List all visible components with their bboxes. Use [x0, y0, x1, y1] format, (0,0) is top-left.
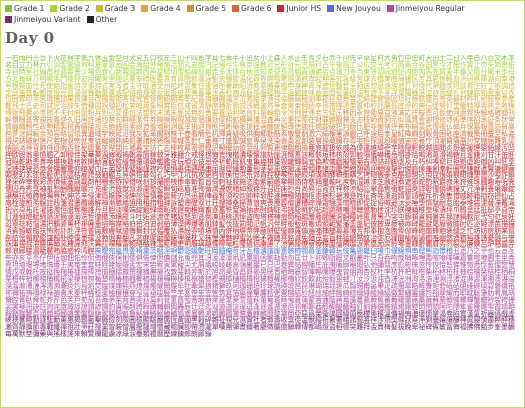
legend-swatch-icon: [232, 5, 240, 12]
legend-swatch-icon: [386, 5, 394, 12]
kanji-group: 亞惡爲榮衞謁圓緣薗應櫻奧橫溫價禍悔海壞懷樂渴卷陷寬漢氣祈器僞戲虛峽狹響曉勤謹駈勳…: [5, 309, 515, 339]
legend-label: Grade 3: [104, 4, 136, 13]
legend-item: Junior HS: [277, 4, 321, 15]
legend-item: Grade 1: [5, 4, 44, 15]
legend-item: Jinmeiyou Regular: [386, 4, 465, 15]
legend-item: Grade 6: [232, 4, 271, 15]
legend-item: Grade 5: [186, 4, 227, 15]
kanji-group: 引羽雲園遠何科夏家歌画回会海絵外角楽活間丸岩顔汽記帰弓牛魚京強教近兄形計元言原戸…: [5, 60, 515, 83]
legend-swatch-icon: [86, 15, 94, 23]
legend-label: Grade 4: [150, 4, 181, 13]
kanji-group: 悪安暗医委意育員院飲運泳駅央横屋温化荷界開階寒感漢館岸起期客究急級宮球去橋業曲局…: [5, 74, 515, 97]
legend-item: Other: [86, 14, 118, 26]
legend-label: Jinmeiyou Variant: [14, 14, 81, 24]
kanji-group: 丑丞乃之乎也云亘亙些亦亥亨亮仔伊伍伽佃佑伶侃侑俄俠俣俐倭俱倦倖偲傭儲允兎兜其冴凌…: [5, 247, 515, 318]
legend-swatch-icon: [327, 5, 335, 12]
legend-label: Grade 5: [195, 4, 227, 13]
legend-swatch-icon: [277, 5, 285, 12]
legend-item: Grade 3: [95, 4, 136, 15]
kanji-grid: 一右雨円王音下火花貝学気九休玉金空月犬見五口校左三山子四糸字耳七車手十出女小上森…: [5, 55, 518, 403]
legend-label: Junior HS: [286, 4, 322, 13]
kanji-group: 亜哀握扱依威為偉違維緯壱芋陰隠影鋭越謁閲炎怨宴援煙猿鉛縁汚凹押欧殴翁奥憶臆乙卸穏…: [5, 143, 515, 256]
legend-item: New Jouyou: [327, 4, 381, 15]
legend-label: Grade 1: [14, 4, 45, 13]
legend-label: New Jouyou: [336, 4, 381, 13]
legend-label: Grade 6: [241, 4, 272, 13]
legend-item: Grade 4: [141, 4, 181, 15]
legend-swatch-icon: [5, 15, 12, 23]
page-title: Day 0: [5, 29, 55, 47]
legend-swatch-icon: [186, 5, 194, 12]
legend-item: Jinmeiyou Variant: [5, 15, 81, 26]
kanji-group: 圧移因永営衛易益液演応往桜恩可仮価河過賀快解格確額刊幹慣眼基寄規技義逆久旧居許境…: [5, 109, 515, 138]
kanji-group: 異遺域宇映延沿我灰拡革閣割株干巻看簡危机揮貴疑吸供胸郷勤筋系敬警劇激穴絹権憲源厳…: [5, 129, 515, 152]
legend-swatch-icon: [5, 5, 12, 12]
legend-label: Grade 2: [59, 4, 90, 13]
legend-swatch-icon: [95, 5, 103, 12]
legend-label: Other: [95, 14, 118, 24]
kanji-group: 一右雨円王音下火花貝学気九休玉金空月犬見五口校左三山子四糸字耳七車手十出女小上森…: [5, 55, 515, 69]
legend-swatch-icon: [50, 5, 58, 12]
kanji-group: 挨曖宛嵐畏萎椅彙茨咽淫唄鬱怨媛艶旺岡臆俺苛牙瓦楷潰諧崖蓋骸柿顎葛釜鎌韓玩伎亀毀畿…: [94, 247, 453, 256]
legend-swatch-icon: [141, 5, 149, 12]
legend-label: Jinmeiyou Regular: [395, 4, 465, 13]
grade-legend: Grade 1 Grade 2 Grade 3 Grade 4 Grade 5 Grade…: [5, 4, 520, 25]
kanji-group: 愛案以衣位囲胃印英栄塩億加果貨課芽改械害街各覚完官管関観願希季紀喜旗器機議求泣救…: [5, 88, 515, 118]
legend-item: Grade 2: [50, 4, 90, 15]
